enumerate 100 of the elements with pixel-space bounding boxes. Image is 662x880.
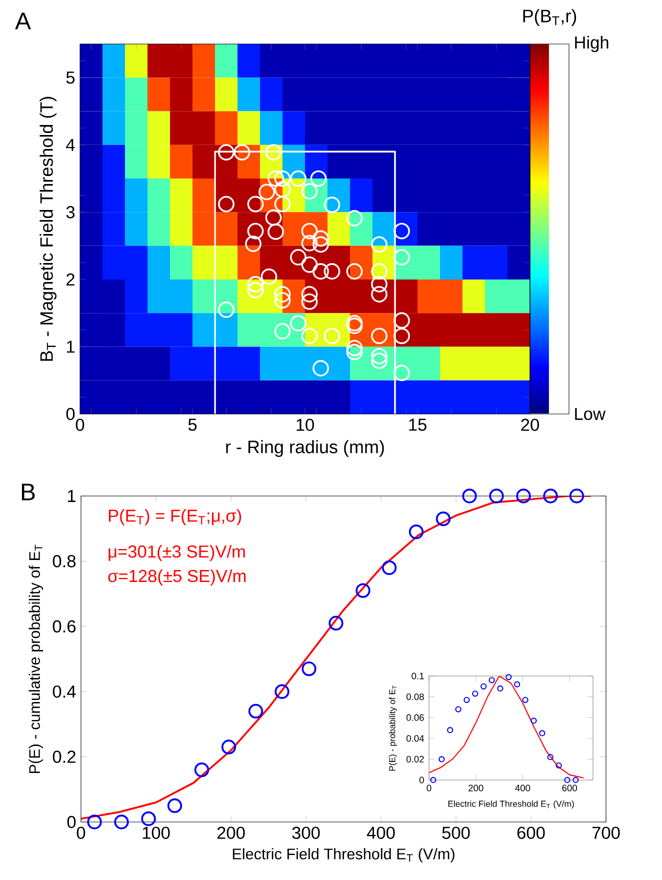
point xyxy=(194,762,210,778)
point xyxy=(312,263,329,280)
point xyxy=(472,690,478,697)
point xyxy=(394,312,410,329)
point xyxy=(572,776,579,784)
point xyxy=(301,328,318,344)
point xyxy=(141,811,156,826)
point xyxy=(382,560,397,576)
point xyxy=(346,318,363,334)
y-tick-label: 0 xyxy=(66,408,75,420)
y-tick-label: 0.2 xyxy=(52,750,76,763)
point xyxy=(346,263,363,280)
point xyxy=(274,286,291,302)
point xyxy=(274,684,290,699)
y-tick-label: 0 xyxy=(67,816,76,828)
point xyxy=(346,210,363,226)
point xyxy=(371,348,388,364)
point xyxy=(274,170,291,187)
annotation: σ=128(±5 SE)V/m xyxy=(108,569,246,586)
y-tick-label: 0.06 xyxy=(406,714,424,721)
point xyxy=(218,144,234,161)
point xyxy=(436,511,451,526)
point xyxy=(274,196,291,212)
point xyxy=(274,323,291,340)
point xyxy=(408,524,424,540)
color-bar-title: P(B$_{T}$,r) xyxy=(523,9,576,26)
point xyxy=(290,170,306,187)
point xyxy=(371,286,388,302)
point xyxy=(248,704,264,718)
y-axis-title: P(E) - cumulative probability of E$_{T}$ xyxy=(28,544,44,773)
point xyxy=(516,488,531,504)
point xyxy=(346,314,363,332)
point xyxy=(394,364,410,382)
y-tick-label: 1 xyxy=(68,490,76,502)
point xyxy=(480,683,487,690)
point xyxy=(221,740,236,754)
point xyxy=(167,798,182,814)
point xyxy=(569,488,584,504)
point xyxy=(247,282,264,298)
point xyxy=(455,706,462,712)
text: A xyxy=(15,12,31,30)
point xyxy=(114,814,129,830)
point xyxy=(268,223,284,240)
point xyxy=(371,328,388,344)
point xyxy=(268,170,284,187)
y-tick-label: 0.8 xyxy=(52,555,76,568)
y-axis-title: B$_{T}$ - Magnetic Field Threshold (T) xyxy=(40,96,56,361)
point xyxy=(247,196,264,212)
point xyxy=(324,328,340,344)
point xyxy=(218,302,234,318)
x-tick-label: 700 xyxy=(592,826,620,839)
x-tick-label: 0 xyxy=(76,418,84,431)
y-tick-label: 0.1 xyxy=(412,672,424,680)
point xyxy=(324,263,340,280)
x-tick-label: 5 xyxy=(188,418,197,431)
x-tick-label: 200 xyxy=(217,826,245,839)
y-axis-title: P(E) - probability of E$_{T}$ xyxy=(388,685,397,771)
y-tick-label: 0.6 xyxy=(52,620,76,633)
point xyxy=(394,328,410,344)
point xyxy=(265,144,282,161)
x-tick-label: 500 xyxy=(442,826,470,839)
x-tick-label: 600 xyxy=(517,826,545,839)
color-bar-label: Low xyxy=(575,408,606,420)
point xyxy=(530,718,537,724)
point xyxy=(394,249,410,266)
point xyxy=(488,677,495,684)
x-tick-label: 600 xyxy=(562,784,577,792)
point xyxy=(489,488,504,504)
x-axis-title: Electric Field Threshold E$_{T}$ (V/m) xyxy=(232,848,454,862)
point xyxy=(290,249,306,266)
x-tick-label: 300 xyxy=(292,826,320,839)
point xyxy=(218,196,234,212)
point xyxy=(430,776,436,784)
point xyxy=(258,184,275,200)
point xyxy=(346,344,363,360)
y-tick-label: 4 xyxy=(66,138,75,151)
point xyxy=(312,236,329,253)
point xyxy=(447,727,454,734)
point xyxy=(310,170,327,187)
x-tick-label: 100 xyxy=(142,826,170,839)
x-tick-label: 200 xyxy=(468,784,484,792)
point xyxy=(371,263,388,280)
point xyxy=(356,583,370,598)
point xyxy=(324,196,340,213)
point xyxy=(87,814,102,830)
point xyxy=(290,314,306,332)
point xyxy=(371,352,388,370)
x-axis-title: Electric Field Threshold E$_{T}$ (V/m) xyxy=(448,800,574,809)
point xyxy=(464,696,470,703)
x-tick-label: 10 xyxy=(296,418,314,431)
annotation: P(E$_{T}$) = F(E$_{T}$;μ,σ) xyxy=(108,509,242,526)
point xyxy=(394,222,410,240)
point xyxy=(462,488,477,504)
point xyxy=(247,222,264,240)
point xyxy=(274,181,291,198)
y-tick-label: 0 xyxy=(419,776,424,784)
y-tick-label: 3 xyxy=(66,206,75,218)
point xyxy=(301,256,318,273)
point xyxy=(245,236,262,252)
point xyxy=(346,340,363,356)
